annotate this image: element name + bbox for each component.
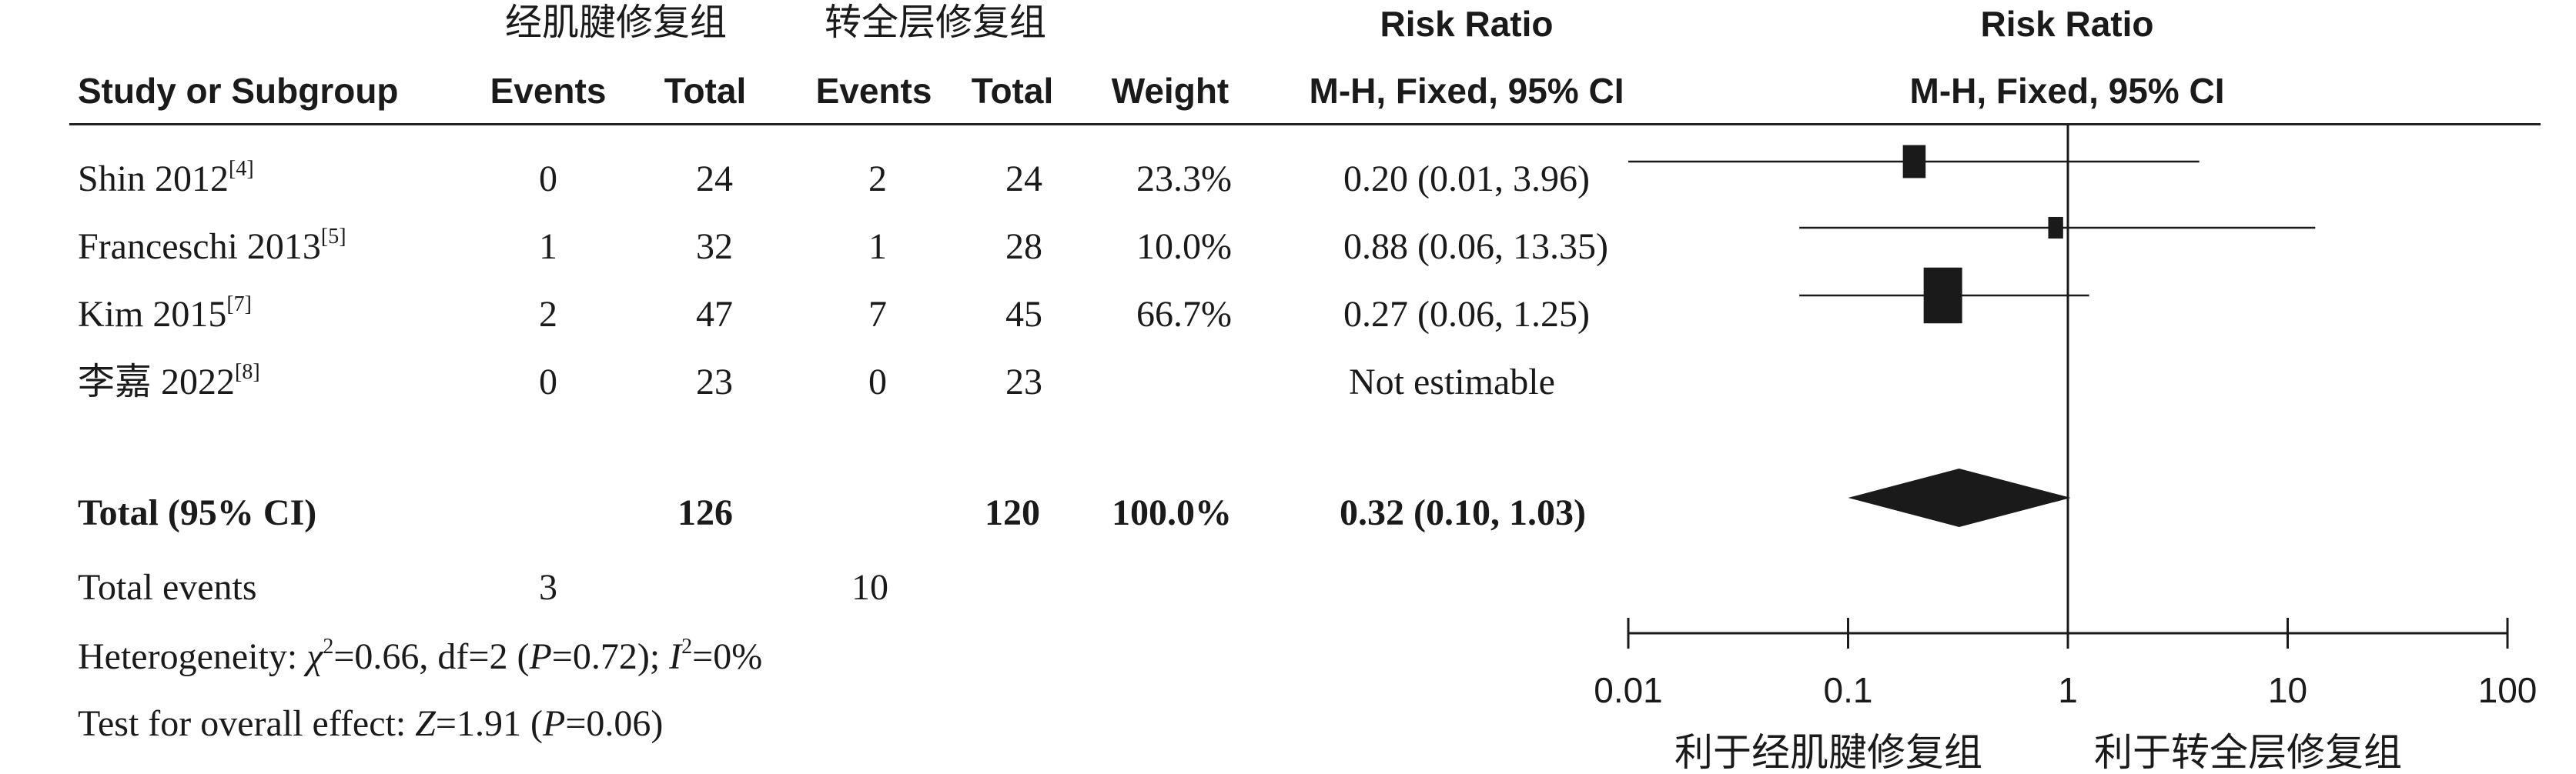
experimental-total-events: 3: [539, 567, 557, 608]
study-name: Franceschi 2013[5]: [78, 225, 346, 267]
experimental-events-cell: 1: [539, 226, 557, 267]
experimental-total-header: Total: [664, 71, 747, 111]
header-rule: [69, 123, 2541, 125]
control-total-cell: 28: [1005, 226, 1042, 267]
point-estimate-square: [1923, 267, 1962, 324]
ci-cell: 0.20 (0.01, 3.96): [1343, 158, 1590, 199]
risk-ratio-title: Risk Ratio: [1380, 4, 1554, 44]
experimental-events-cell: 2: [539, 294, 557, 335]
pooled-diamond: [1848, 469, 2071, 527]
x-tick-label: 100: [2478, 670, 2538, 710]
ci-method-header: M-H, Fixed, 95% CI: [1309, 71, 1624, 111]
x-tick-label: 1: [2058, 670, 2078, 710]
control-group-header: 转全层修复组: [824, 2, 1047, 43]
study-column-header: Study or Subgroup: [78, 71, 399, 111]
favours-left-label: 利于经肌腱修复组: [1674, 730, 1982, 774]
control-total-events: 10: [851, 567, 888, 608]
control-events-header: Events: [815, 71, 932, 111]
control-total-cell: 23: [1005, 362, 1042, 402]
experimental-events-cell: 0: [539, 158, 557, 199]
point-estimate-square: [2048, 216, 2063, 239]
experimental-total-sum: 126: [677, 492, 733, 533]
control-total-cell: 24: [1005, 158, 1042, 199]
total-weight: 100.0%: [1112, 492, 1232, 533]
plot-subtitle: M-H, Fixed, 95% CI: [1909, 71, 2225, 111]
total-label: Total (95% CI): [78, 492, 317, 533]
control-total-header: Total: [971, 71, 1054, 111]
weight-cell: 23.3%: [1136, 158, 1232, 199]
control-events-cell: 0: [868, 362, 887, 402]
weight-header: Weight: [1111, 71, 1229, 111]
ci-cell: Not estimable: [1349, 362, 1555, 402]
point-estimate-square: [1902, 145, 1926, 178]
control-events-cell: 1: [868, 226, 887, 267]
favours-right-label: 利于转全层修复组: [2094, 730, 2402, 774]
weight-cell: 10.0%: [1136, 226, 1232, 267]
x-tick-label: 0.1: [1824, 670, 1873, 710]
experimental-events-header: Events: [490, 71, 607, 111]
plot-title: Risk Ratio: [1980, 4, 2154, 44]
control-total-sum: 120: [985, 492, 1040, 533]
total-events-label: Total events: [78, 567, 257, 608]
experimental-events-cell: 0: [539, 362, 557, 402]
x-tick-label: 0.01: [1594, 670, 1663, 710]
experimental-total-cell: 24: [696, 158, 733, 199]
study-name: Shin 2012[4]: [78, 157, 254, 199]
control-events-cell: 2: [868, 158, 887, 199]
heterogeneity-text: Heterogeneity: χ2=0.66, df=2 (P=0.72); I…: [78, 635, 763, 677]
ci-cell: 0.88 (0.06, 13.35): [1343, 226, 1608, 267]
study-name: 李嘉 2022[8]: [78, 360, 260, 402]
overall-effect-text: Test for overall effect: Z=1.91 (P=0.06): [78, 703, 664, 744]
weight-cell: 66.7%: [1136, 294, 1232, 335]
pooled-ci: 0.32 (0.10, 1.03): [1340, 492, 1586, 533]
control-events-cell: 7: [868, 294, 887, 335]
control-total-cell: 45: [1005, 294, 1042, 335]
study-name: Kim 2015[7]: [78, 292, 252, 335]
experimental-group-header: 经肌腱修复组: [504, 2, 728, 43]
ci-cell: 0.27 (0.06, 1.25): [1343, 294, 1590, 335]
x-tick-label: 10: [2268, 670, 2307, 710]
experimental-total-cell: 23: [696, 362, 733, 402]
experimental-total-cell: 47: [696, 294, 733, 335]
experimental-total-cell: 32: [696, 226, 733, 267]
